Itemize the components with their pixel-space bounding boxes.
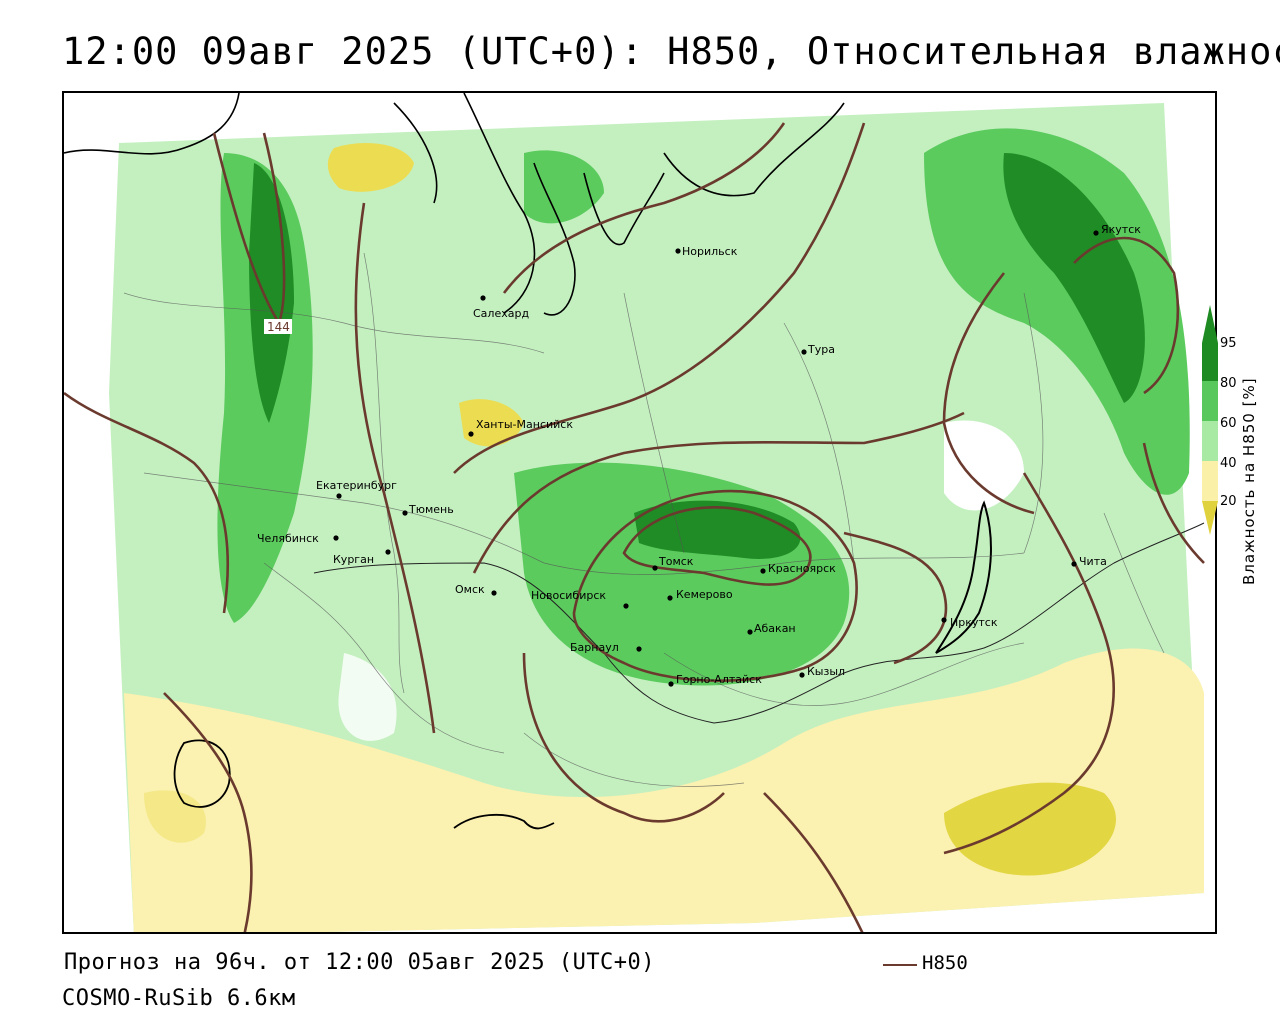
city-marker [652, 565, 658, 571]
colorbar-bottom-arrow [1202, 501, 1218, 535]
colorbar-bin-60 [1202, 421, 1218, 461]
colorbar-bin-95 [1202, 343, 1218, 381]
city-marker [801, 349, 807, 355]
city-marker [747, 629, 753, 635]
lake-baikal [935, 500, 992, 654]
city-marker [636, 646, 642, 652]
coastline-north [64, 93, 845, 316]
city-marker [1093, 230, 1099, 236]
city-label: Чита [1079, 555, 1107, 568]
dry-area-south [124, 648, 1204, 932]
white-area-1 [944, 420, 1024, 511]
lake-balkhash [453, 813, 555, 830]
forecast-info: Прогноз на 96ч. от 12:00 05авг 2025 (UTC… [64, 950, 656, 975]
city-label: Екатеринбург [316, 479, 397, 492]
cities: Якутск Норильск Салехард Тура Ханты-Манс… [257, 223, 1141, 687]
colorbar-tick: 60 [1220, 416, 1237, 431]
city-label: Томск [658, 555, 694, 568]
city-marker [468, 431, 474, 437]
city-marker [799, 672, 805, 678]
moist-band-north [524, 150, 604, 224]
city-marker [623, 603, 629, 609]
city-label: Салехард [473, 307, 529, 320]
dry-area-core-2 [144, 790, 206, 843]
city-label: Тюмень [408, 503, 454, 516]
city-label: Барнаул [570, 641, 619, 654]
h850-legend-line [883, 964, 917, 966]
city-marker [491, 590, 497, 596]
moist-band-east [924, 128, 1190, 495]
city-marker [480, 295, 486, 301]
colorbar [1202, 305, 1218, 535]
contour-label: 144 [267, 320, 290, 334]
country-border [313, 522, 1205, 724]
city-marker [1071, 561, 1077, 567]
white-area-2 [338, 653, 397, 741]
city-label: Красноярск [768, 562, 836, 575]
city-label: Горно-Алтайск [676, 673, 762, 686]
city-label: Новосибирск [531, 589, 606, 602]
city-label: Курган [333, 553, 374, 566]
contour-label-box [264, 319, 292, 334]
city-label: Тура [807, 343, 835, 356]
city-label: Челябинск [257, 532, 319, 545]
dry-area-north [327, 143, 414, 192]
city-marker [385, 549, 391, 555]
city-marker [760, 568, 766, 574]
dry-area-core-1 [944, 782, 1116, 876]
colorbar-tick: 95 [1220, 336, 1237, 351]
city-marker [668, 681, 674, 687]
colorbar-tick: 40 [1220, 456, 1237, 471]
map-title: 12:00 09авг 2025 (UTC+0): H850, Относите… [62, 30, 1280, 73]
city-marker [675, 248, 681, 254]
city-marker [402, 510, 408, 516]
colorbar-top-arrow [1202, 305, 1218, 343]
colorbar-tick: 80 [1220, 376, 1237, 391]
colorbar-bin-80 [1202, 381, 1218, 421]
humidity-map[interactable]: 144 Якутск Норильск Салехард Тура Ханты-… [62, 91, 1217, 934]
city-label: Кемерово [676, 588, 733, 601]
city-label: Норильск [682, 245, 738, 258]
colorbar-tick: 20 [1220, 494, 1237, 509]
h850-contours [64, 122, 1205, 932]
city-label: Иркутск [950, 616, 998, 629]
city-marker [336, 493, 342, 499]
model-name: COSMO-RuSib 6.6км [62, 986, 296, 1011]
city-label: Абакан [754, 622, 796, 635]
map-canvas: 144 Якутск Норильск Салехард Тура Ханты-… [64, 93, 1205, 932]
caspian-sea [173, 739, 231, 808]
city-marker [333, 535, 339, 541]
dry-area-khm [459, 399, 524, 447]
city-marker [941, 617, 947, 623]
city-label: Якутск [1101, 223, 1141, 236]
colorbar-bin-40 [1202, 461, 1218, 501]
colorbar-title: Влажность на H850 [%] [1240, 377, 1258, 585]
city-marker [667, 595, 673, 601]
wet-core-east [1003, 153, 1145, 403]
city-label: Ханты-Мансийск [476, 418, 573, 431]
city-label: Кызыл [807, 665, 845, 678]
city-label: Омск [455, 583, 485, 596]
h850-legend-label: H850 [922, 952, 968, 974]
wet-core-west [249, 163, 294, 423]
